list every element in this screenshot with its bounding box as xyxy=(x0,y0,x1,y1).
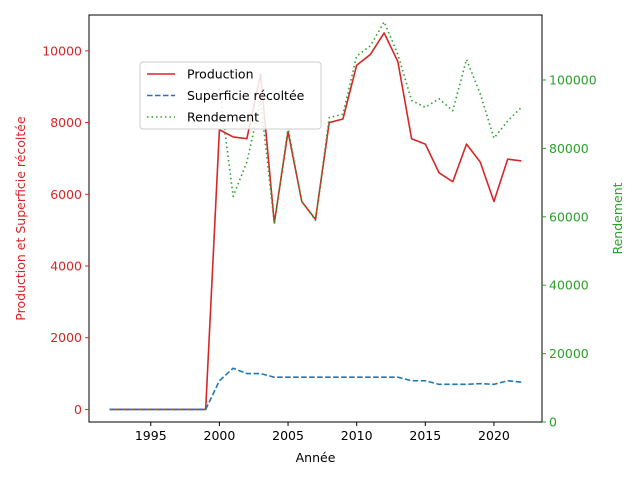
y-left-tick-label: 6000 xyxy=(50,187,82,202)
x-tick-label: 2000 xyxy=(204,428,236,443)
legend-label: Superficie récoltée xyxy=(187,88,305,103)
y-right-tick-label: 80000 xyxy=(549,141,589,156)
y-right-tick-label: 20000 xyxy=(549,346,589,361)
legend: Production Superficie récoltée Rendement xyxy=(139,61,322,130)
y-left-tick-label: 10000 xyxy=(42,43,82,58)
y-right-tick-label: 0 xyxy=(549,415,557,430)
y-left-tick-label: 8000 xyxy=(50,115,82,130)
plot-lines xyxy=(109,21,522,411)
legend-label: Production xyxy=(187,67,254,82)
y-axis-right: 0 20000 40000 60000 80000 100000 xyxy=(542,72,597,430)
x-axis-title: Année xyxy=(296,450,336,465)
x-tick-label: 1995 xyxy=(135,428,167,443)
x-tick-label: 2010 xyxy=(341,428,373,443)
legend-box xyxy=(139,61,322,130)
x-tick-label: 2015 xyxy=(409,428,441,443)
y-left-tick-label: 4000 xyxy=(50,259,82,274)
legend-label: Rendement xyxy=(187,110,259,125)
series-line-superficie-r-colt-e xyxy=(109,367,522,411)
x-tick-label: 2005 xyxy=(272,428,304,443)
y-left-tick-label: 2000 xyxy=(50,330,82,345)
y-axis-left: 0 2000 4000 6000 8000 10000 xyxy=(42,43,89,417)
y-right-tick-label: 60000 xyxy=(549,209,589,224)
y-axis-left-title: Production et Superficie récoltée xyxy=(13,116,28,321)
x-axis: 1995 2000 2005 2010 2015 2020 xyxy=(135,422,510,443)
y-axis-right-title: Rendement xyxy=(610,182,625,254)
y-right-tick-label: 100000 xyxy=(549,72,597,87)
plot-frame xyxy=(88,14,543,423)
x-tick-label: 2020 xyxy=(478,428,510,443)
y-left-tick-label: 0 xyxy=(74,402,82,417)
y-right-tick-label: 40000 xyxy=(549,278,589,293)
